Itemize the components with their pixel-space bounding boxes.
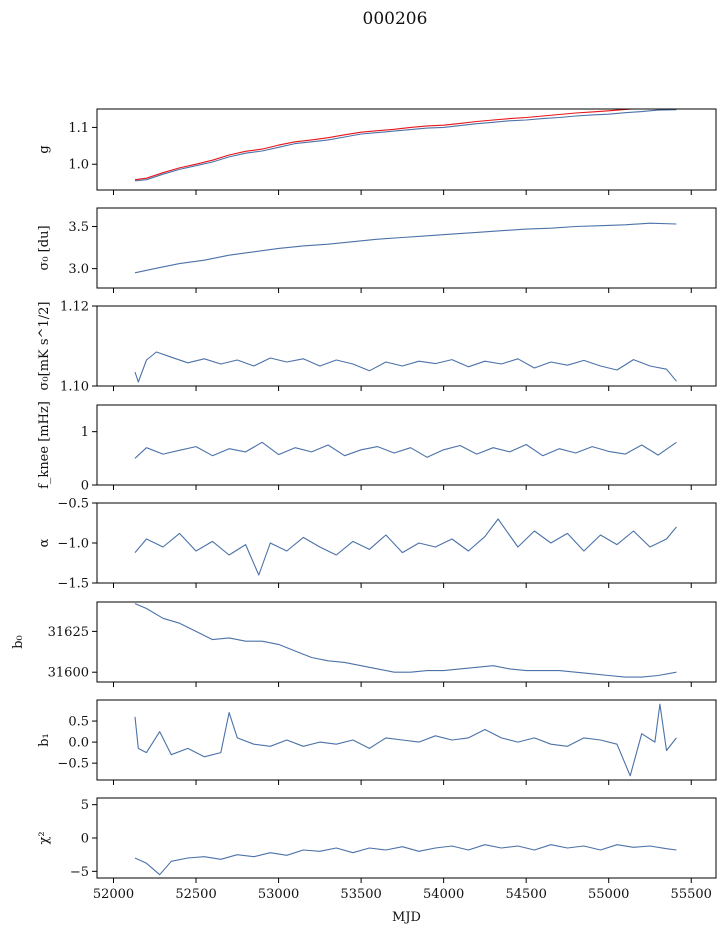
ylabel-b1: b₁ bbox=[37, 733, 52, 747]
xtick-label-2: 53000 bbox=[258, 887, 299, 902]
series-line-b1-0 bbox=[134, 703, 677, 777]
xtick-label-7: 55500 bbox=[671, 887, 712, 902]
xtick-label-6: 55000 bbox=[588, 887, 629, 902]
panel-g: 1.0 1.1 g bbox=[37, 108, 717, 195]
panels: 1.0 1.1 g 3.0 3.5 σ₀ [du] 1.10 1.12 σ₀[mK s^1/2]… bbox=[11, 108, 717, 925]
panel-sigma0_du: 3.0 3.5 σ₀ [du] bbox=[37, 207, 717, 293]
ytick-label-chi2-0: −5 bbox=[70, 865, 89, 880]
figure-title: 000206 bbox=[363, 9, 428, 29]
axes-frame-sigma0_du bbox=[96, 207, 717, 289]
axes-frame-g bbox=[96, 108, 717, 191]
ytick-label-g-0: 1.0 bbox=[68, 158, 89, 173]
series-line-alpha-0 bbox=[134, 518, 677, 576]
ytick-label-alpha-2: −0.5 bbox=[57, 497, 89, 512]
ytick-label-b1-0: −0.5 bbox=[57, 757, 89, 772]
ytick-label-sigma0_du-0: 3.0 bbox=[68, 262, 89, 277]
panel-fknee: 0 1 f_knee [mHz] bbox=[37, 401, 717, 494]
xtick-label-3: 53500 bbox=[340, 887, 381, 902]
ylabel-g: g bbox=[37, 145, 52, 153]
panel-b1: −0.5 0.0 0.5 b₁ bbox=[37, 699, 717, 785]
series-line-g-1 bbox=[134, 109, 677, 181]
ytick-label-alpha-0: −1.5 bbox=[57, 577, 89, 592]
panel-alpha: −1.5 −1.0 −0.5 α bbox=[37, 497, 717, 592]
ytick-label-sigma0_mks-0: 1.10 bbox=[60, 380, 89, 395]
ytick-label-b1-2: 0.5 bbox=[68, 715, 89, 730]
ytick-label-sigma0_du-1: 3.5 bbox=[68, 220, 89, 235]
series-line-chi2-0 bbox=[134, 844, 677, 876]
axes-frame-chi2 bbox=[96, 797, 717, 879]
ylabel-sigma0_du: σ₀ [du] bbox=[37, 225, 52, 270]
axes-frame-fknee bbox=[96, 404, 717, 486]
ylabel-chi2: χ² bbox=[37, 831, 52, 844]
axes-frame-b1 bbox=[96, 699, 717, 781]
series-line-sigma0_mks-0 bbox=[134, 351, 677, 383]
axes-frame-sigma0_mks bbox=[96, 305, 717, 387]
xtick-label-1: 52500 bbox=[175, 887, 216, 902]
ytick-label-b0-1: 31625 bbox=[48, 625, 89, 640]
series-line-sigma0_du-0 bbox=[134, 222, 677, 274]
series-line-fknee-0 bbox=[134, 441, 677, 459]
ytick-label-fknee-1: 1 bbox=[81, 425, 89, 440]
axes-frame-alpha bbox=[96, 502, 717, 584]
ylabel-alpha: α bbox=[37, 538, 52, 547]
ytick-label-b1-1: 0.0 bbox=[68, 736, 89, 751]
xtick-label-5: 54500 bbox=[505, 887, 546, 902]
xtick-label-4: 54000 bbox=[423, 887, 464, 902]
ylabel-sigma0_mks: σ₀[mK s^1/2] bbox=[37, 302, 52, 391]
ytick-label-chi2-1: 0 bbox=[81, 832, 89, 847]
xlabel: MJD bbox=[392, 910, 421, 925]
axes-frame-b0 bbox=[96, 601, 717, 683]
ytick-label-chi2-2: 5 bbox=[81, 798, 89, 813]
panel-sigma0_mks: 1.10 1.12 σ₀[mK s^1/2] bbox=[37, 300, 717, 395]
series-line-b0-0 bbox=[134, 603, 677, 678]
series-line-g-0 bbox=[134, 109, 677, 182]
ytick-label-sigma0_mks-1: 1.12 bbox=[60, 300, 89, 315]
xtick-label-0: 52000 bbox=[93, 887, 134, 902]
ytick-label-alpha-1: −1.0 bbox=[57, 537, 89, 552]
panel-b0: 31600 31625 b₀ bbox=[11, 601, 717, 687]
ytick-label-g-1: 1.1 bbox=[68, 121, 89, 136]
ylabel-fknee: f_knee [mHz] bbox=[37, 401, 52, 489]
ytick-label-b0-0: 31600 bbox=[48, 666, 89, 681]
ylabel-b0: b₀ bbox=[11, 635, 26, 649]
ytick-label-fknee-0: 0 bbox=[81, 479, 89, 494]
panel-chi2: −5 0 5 52000 52500 53000 53500 54000 54500 55000 5… bbox=[37, 797, 717, 925]
